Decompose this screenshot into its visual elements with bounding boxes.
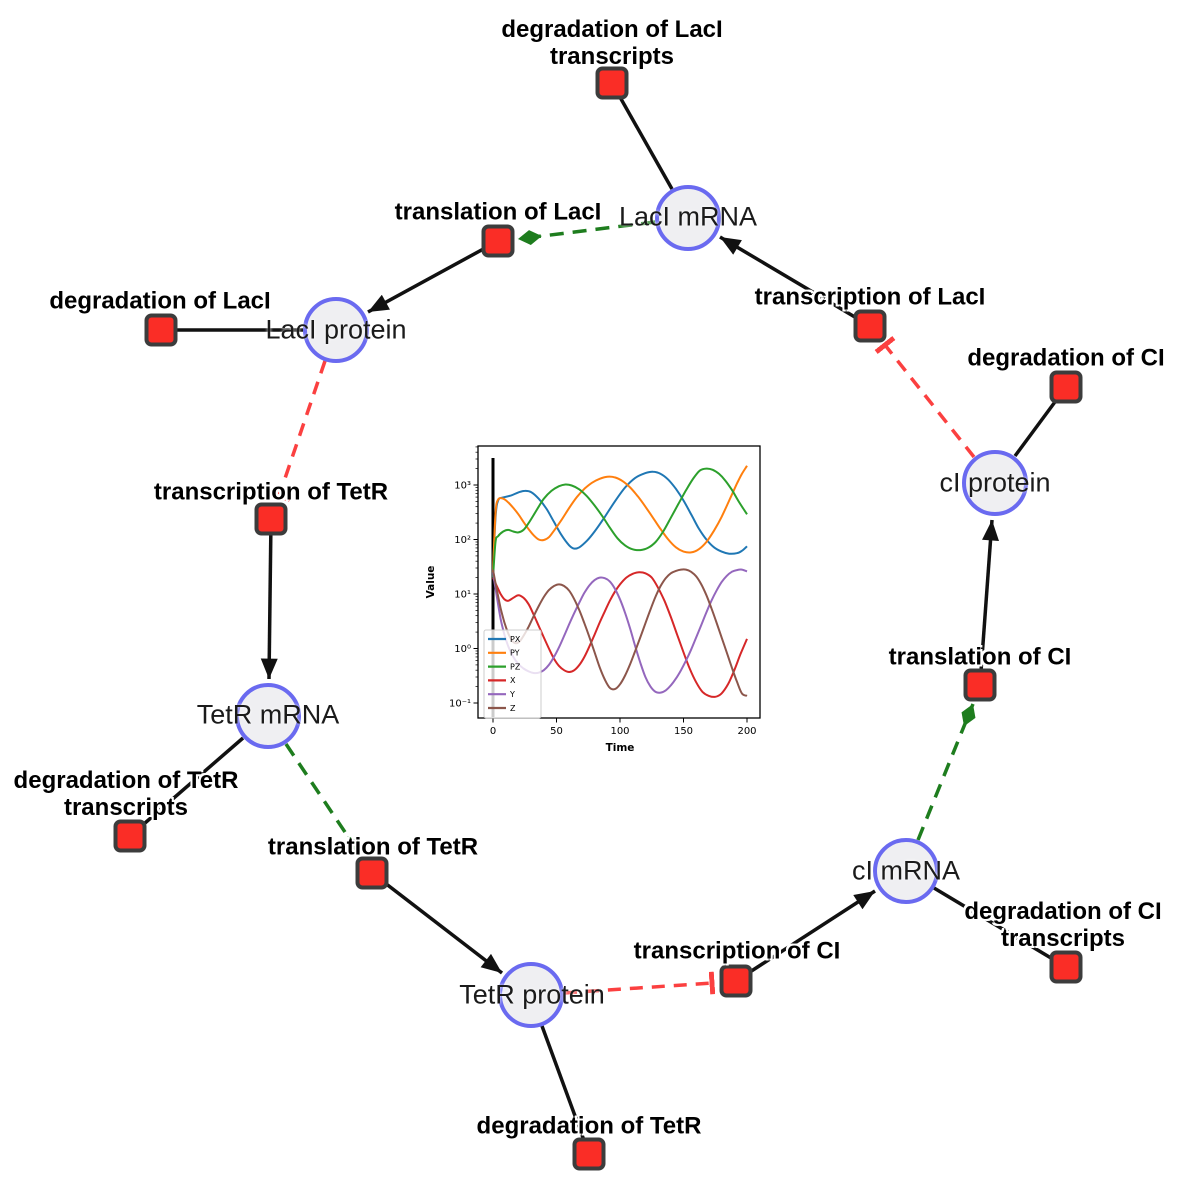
label-line: transcripts bbox=[549, 43, 675, 70]
edge-translation-cI-to-cI-protein bbox=[978, 519, 999, 686]
edge-transcription-tetR-to-tetR-mRNA bbox=[260, 518, 278, 680]
reaction-label-transcription-lacI: transcription of LacI bbox=[755, 284, 986, 311]
reaction-label-transcription-tetR: transcription of TetR bbox=[154, 479, 388, 506]
svg-text:Z: Z bbox=[510, 704, 516, 713]
reaction-node-degradation-cI-transcripts[interactable] bbox=[1049, 950, 1083, 984]
edge-translation-tetR-to-tetR-protein bbox=[370, 871, 504, 975]
species-label-cI-protein: cI protein bbox=[939, 467, 1051, 498]
reaction-node-degradation-lacI-transcripts[interactable] bbox=[595, 66, 629, 100]
svg-text:Time: Time bbox=[606, 742, 635, 754]
edge-lacI-mRNA-modifies-translation-lacI bbox=[517, 220, 656, 245]
edge-lacI-protein-inhibits-transcription-tetR bbox=[267, 360, 327, 502]
svg-text:10⁻¹: 10⁻¹ bbox=[449, 699, 471, 710]
label-line: transcription of LacI bbox=[754, 283, 986, 311]
species-label-lacI-mRNA: LacI mRNA bbox=[618, 201, 758, 232]
reaction-label-transcription-cI: transcription of CI bbox=[634, 938, 841, 965]
species-label-tetR-mRNA: TetR mRNA bbox=[196, 699, 340, 730]
species-node-tetR-protein[interactable] bbox=[498, 962, 564, 1028]
reaction-label-degradation-lacI-transcripts: degradation of LacI transcripts bbox=[501, 16, 722, 70]
label-line: transcripts bbox=[63, 794, 189, 821]
svg-text:100: 100 bbox=[610, 726, 629, 737]
svg-text:PZ: PZ bbox=[510, 662, 521, 671]
edge-transcription-cI-to-cI-mRNA bbox=[735, 889, 876, 983]
edge-cI-protein-inhibits-transcription-lacI bbox=[874, 336, 976, 459]
reaction-node-transcription-cI[interactable] bbox=[719, 964, 753, 998]
svg-text:10¹: 10¹ bbox=[454, 590, 471, 601]
reaction-label-translation-tetR: translation of TetR bbox=[268, 834, 478, 861]
svg-text:10³: 10³ bbox=[454, 481, 471, 492]
edge-tetR-protein-to-degradation-tetR bbox=[540, 1025, 591, 1155]
label-line: transcription of TetR bbox=[153, 478, 389, 506]
label-line: degradation of CI bbox=[964, 898, 1162, 925]
label-line: degradation of TetR bbox=[476, 1112, 702, 1140]
label-line: degradation of LacI bbox=[49, 287, 271, 315]
reaction-node-degradation-cI[interactable] bbox=[1049, 370, 1083, 404]
reaction-node-degradation-tetR-transcripts[interactable] bbox=[113, 819, 147, 853]
edge-tetR-protein-inhibits-transcription-cI bbox=[563, 971, 716, 995]
label-line: transcripts bbox=[1000, 925, 1126, 952]
edge-cI-mRNA-modifies-translation-cI bbox=[916, 703, 976, 841]
species-label-tetR-protein: TetR protein bbox=[459, 979, 605, 1010]
edge-tetR-mRNA-to-degradation-transcripts bbox=[128, 736, 245, 838]
species-label-cI-mRNA: cI mRNA bbox=[852, 855, 960, 886]
timecourse-chart: 10⁻¹ 10⁰ 10¹ 10² 10³ 0 50 100 150 200 Time Value PX P… bbox=[425, 445, 761, 754]
svg-text:10²: 10² bbox=[454, 535, 471, 546]
species-node-tetR-mRNA[interactable] bbox=[235, 683, 301, 749]
species-node-lacI-mRNA[interactable] bbox=[655, 185, 721, 251]
label-line: translation of CI bbox=[888, 643, 1072, 671]
species-label-lacI-protein: LacI protein bbox=[265, 314, 407, 345]
reaction-node-translation-lacI[interactable] bbox=[481, 224, 515, 258]
reaction-label-degradation-lacI: degradation of LacI bbox=[49, 288, 270, 315]
reaction-label-translation-lacI: translation of LacI bbox=[395, 199, 602, 226]
svg-text:Value: Value bbox=[425, 566, 437, 599]
species-node-cI-mRNA[interactable] bbox=[873, 838, 939, 904]
svg-text:0: 0 bbox=[490, 726, 496, 737]
svg-text:50: 50 bbox=[550, 726, 563, 737]
label-line: degradation of CI bbox=[967, 344, 1165, 372]
reaction-label-degradation-cI-transcripts: degradation of CI transcripts bbox=[964, 898, 1161, 952]
reaction-node-translation-cI[interactable] bbox=[963, 668, 997, 702]
reaction-label-degradation-tetR: degradation of TetR bbox=[477, 1113, 702, 1140]
reaction-node-translation-tetR[interactable] bbox=[355, 856, 389, 890]
svg-text:150: 150 bbox=[674, 726, 693, 737]
reaction-node-degradation-lacI[interactable] bbox=[144, 313, 178, 347]
edge-cI-mRNA-to-degradation-transcripts bbox=[933, 886, 1067, 969]
reaction-label-translation-cI: translation of CI bbox=[889, 644, 1072, 671]
label-line: degradation of LacI bbox=[501, 16, 723, 43]
edge-lacI-mRNA-to-degradation-transcripts bbox=[610, 82, 674, 190]
reaction-label-degradation-cI: degradation of CI bbox=[967, 345, 1164, 372]
species-node-cI-protein[interactable] bbox=[962, 450, 1028, 516]
reaction-label-degradation-tetR-transcripts: degradation of TetR transcripts bbox=[14, 767, 239, 821]
label-line: transcription of CI bbox=[633, 937, 841, 965]
svg-text:PX: PX bbox=[510, 635, 521, 644]
svg-text:200: 200 bbox=[737, 726, 756, 737]
edge-translation-lacI-to-lacI-protein bbox=[367, 239, 499, 314]
label-line: translation of TetR bbox=[267, 833, 479, 861]
reaction-node-transcription-lacI[interactable] bbox=[853, 309, 887, 343]
label-line: translation of LacI bbox=[394, 198, 602, 226]
reaction-node-degradation-tetR[interactable] bbox=[572, 1137, 606, 1171]
svg-text:X: X bbox=[510, 676, 516, 685]
svg-text:Y: Y bbox=[509, 690, 515, 699]
edge-transcription-lacI-to-lacI-mRNA bbox=[719, 235, 871, 328]
label-line: degradation of TetR bbox=[13, 767, 239, 794]
svg-text:PY: PY bbox=[510, 649, 520, 658]
svg-text:10⁰: 10⁰ bbox=[454, 644, 471, 655]
species-node-lacI-protein[interactable] bbox=[303, 297, 369, 363]
reaction-node-transcription-tetR[interactable] bbox=[254, 502, 288, 536]
